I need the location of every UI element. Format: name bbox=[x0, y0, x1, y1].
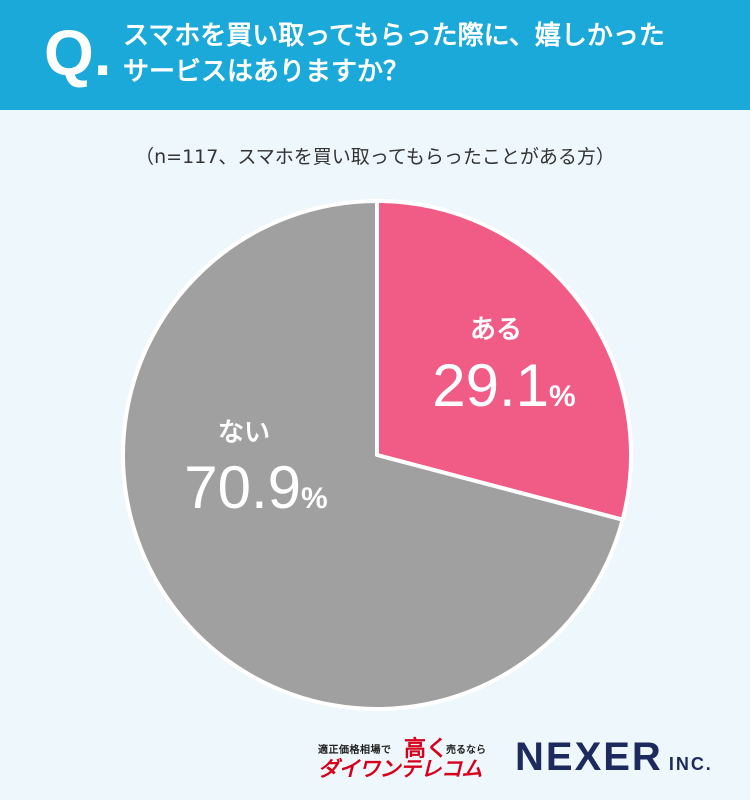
pie-slice-aru bbox=[375, 199, 633, 522]
logo-tagline-right: 売るなら bbox=[446, 745, 486, 756]
question-header: Q. スマホを買い取ってもらった際に、嬉しかった サービスはありますか？ bbox=[0, 0, 750, 110]
nexer-name: NEXER bbox=[515, 735, 663, 779]
sample-size-note: （n=117、スマホを買い取ってもらったことがある方） bbox=[135, 146, 615, 168]
daiwan-telecom-logo: 適正価格相場で 高く 売るなら ダイワンテレコム bbox=[318, 733, 500, 781]
slice-percent-nai: 70.9% bbox=[184, 454, 327, 521]
logo-tagline-big: 高く bbox=[404, 736, 449, 762]
question-line-2: サービスはありますか？ bbox=[123, 57, 410, 87]
nexer-suffix: INC. bbox=[668, 754, 713, 774]
slice-percent-aru: 29.1% bbox=[432, 352, 575, 419]
slice-label-aru: ある bbox=[470, 315, 522, 345]
question-title: スマホを買い取ってもらった際に、嬉しかった サービスはありますか？ bbox=[123, 18, 733, 90]
logo-company-name: ダイワンテレコム bbox=[318, 757, 483, 781]
question-mark: Q. bbox=[44, 17, 112, 89]
question-line-1: スマホを買い取ってもらった際に、嬉しかった bbox=[123, 21, 665, 51]
logo-tagline-left: 適正価格相場で bbox=[318, 745, 392, 756]
nexer-logo: NEXER INC. bbox=[515, 735, 713, 780]
slice-label-nai: ない bbox=[218, 418, 270, 448]
pie-slice-nai bbox=[121, 199, 625, 711]
